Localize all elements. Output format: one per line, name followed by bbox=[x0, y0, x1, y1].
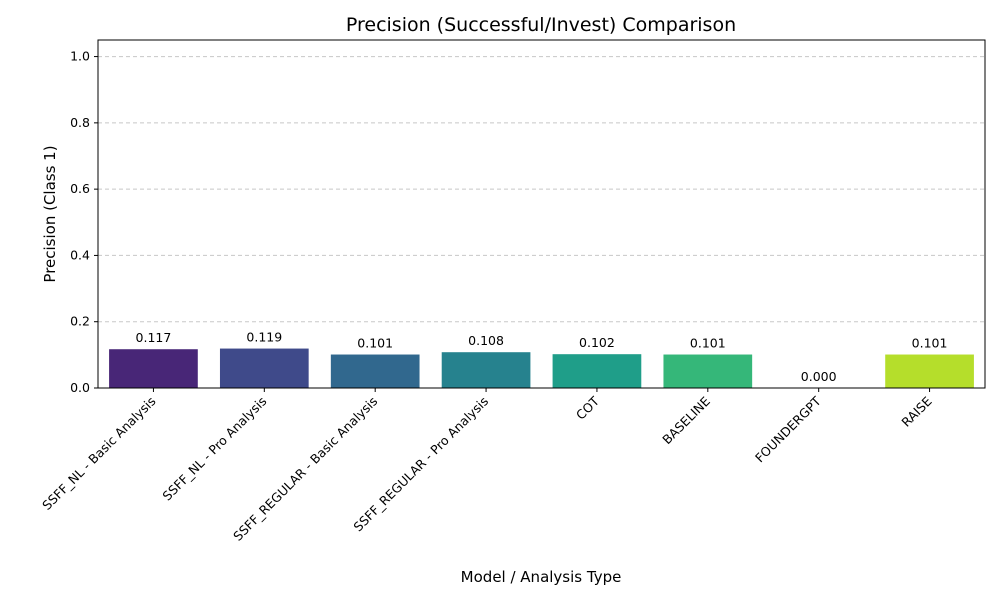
data-label: 0.108 bbox=[468, 333, 504, 348]
plot-frame bbox=[97, 39, 986, 389]
y-tick-label: 1.0 bbox=[70, 49, 90, 64]
value-labels: 0.117 0.119 0.101 0.108 0.102 0.101 0.000 0.101 bbox=[136, 330, 948, 384]
x-tick-label: COT bbox=[573, 393, 602, 422]
data-label: 0.101 bbox=[690, 336, 726, 351]
y-tick-label: 0.8 bbox=[70, 115, 90, 130]
data-label: 0.000 bbox=[801, 369, 837, 384]
data-label: 0.119 bbox=[246, 330, 282, 345]
bar bbox=[330, 354, 420, 388]
data-label: 0.101 bbox=[357, 336, 393, 351]
y-tick-label: 0.0 bbox=[70, 380, 90, 395]
y-axis-label: Precision (Class 1) bbox=[41, 145, 59, 282]
data-label: 0.101 bbox=[912, 336, 948, 351]
data-label: 0.102 bbox=[579, 335, 615, 350]
x-tick-label: SSFF_REGULAR - Pro Analysis bbox=[350, 394, 491, 535]
chart-title: Precision (Successful/Invest) Comparison bbox=[346, 14, 736, 36]
bar bbox=[441, 352, 531, 388]
y-axis-ticks: 0.0 0.2 0.4 0.6 0.8 1.0 bbox=[70, 49, 98, 395]
bars bbox=[109, 348, 974, 388]
bar bbox=[109, 349, 198, 388]
x-tick-label: SSFF_NL - Pro Analysis bbox=[159, 394, 269, 504]
y-tick-label: 0.4 bbox=[70, 247, 90, 262]
y-tick-label: 0.2 bbox=[70, 314, 90, 329]
x-axis-ticks: SSFF_NL - Basic Analysis SSFF_NL - Pro An… bbox=[39, 388, 935, 544]
bar bbox=[885, 354, 974, 388]
grid-lines bbox=[98, 56, 985, 323]
x-tick-label: RAISE bbox=[898, 393, 934, 429]
x-tick-label: FOUNDERGPT bbox=[752, 393, 824, 465]
x-tick-label: SSFF_NL - Basic Analysis bbox=[39, 394, 158, 513]
bar bbox=[219, 348, 309, 388]
x-axis-label: Model / Analysis Type bbox=[461, 568, 622, 586]
bar bbox=[663, 354, 753, 388]
y-tick-label: 0.6 bbox=[70, 181, 90, 196]
data-label: 0.117 bbox=[136, 330, 172, 345]
bar bbox=[552, 354, 642, 388]
x-tick-label: BASELINE bbox=[659, 393, 713, 447]
